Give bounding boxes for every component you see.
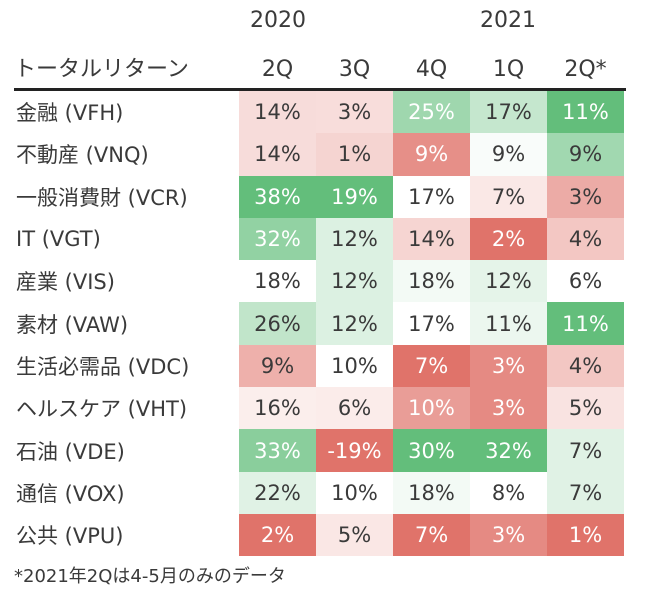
footnote: *2021年2Qは4-5月のみのデータ — [14, 566, 286, 587]
table-title: トータルリターン — [14, 57, 189, 82]
heatmap-cell: 17% — [393, 302, 470, 345]
table-header: トータルリターン 2Q 3Q 4Q 1Q 2Q* — [14, 52, 626, 88]
row-label: 石油 (VDE) — [16, 439, 125, 464]
column-header-2021-1q: 1Q — [492, 57, 525, 82]
heatmap-cell: 4% — [547, 217, 624, 261]
heatmap-cell: 16% — [239, 387, 316, 430]
row-label: ヘルスケア (VHT) — [16, 397, 188, 422]
heatmap-cell: 7% — [393, 344, 470, 388]
heatmap-cell: -19% — [316, 429, 393, 472]
heatmap-cell: 33% — [239, 429, 316, 472]
heatmap-cell: 3% — [316, 91, 393, 134]
heatmap-cell: 11% — [547, 302, 624, 345]
heatmap-cell: 3% — [547, 175, 624, 218]
heatmap-cell: 3% — [470, 344, 547, 388]
heatmap-cell: 30% — [393, 429, 470, 472]
row-label: 不動産 (VNQ) — [16, 143, 149, 168]
heatmap-cell: 12% — [316, 260, 393, 303]
heatmap-cell: 9% — [547, 133, 624, 176]
heatmap-cell: 1% — [547, 513, 624, 557]
table-row: 通信 (VOX) 22% 10% 18% 8% 7% — [14, 471, 624, 514]
table-row: IT (VGT) 32% 12% 14% 2% 4% — [14, 217, 624, 261]
row-label: 産業 (VIS) — [16, 270, 115, 295]
heatmap-cell: 17% — [393, 175, 470, 218]
row-label: 一般消費財 (VCR) — [16, 185, 188, 210]
column-header-2021-2q: 2Q* — [564, 57, 607, 82]
heatmap-cell: 26% — [239, 302, 316, 345]
heatmap-cell: 5% — [547, 387, 624, 430]
heatmap-cell: 7% — [470, 175, 547, 218]
row-label: 素材 (VAW) — [16, 312, 129, 337]
heatmap-cell: 18% — [393, 471, 470, 514]
table-row: 一般消費財 (VCR) 38% 19% 17% 7% 3% — [14, 175, 624, 218]
column-header-2020-3q: 3Q — [338, 57, 371, 82]
row-label: 金融 (VFH) — [16, 101, 124, 126]
heatmap-cell: 11% — [470, 302, 547, 345]
heatmap-cell: 10% — [393, 387, 470, 430]
year-label-2021: 2021 — [480, 8, 536, 33]
heatmap-cell: 19% — [316, 175, 393, 218]
heatmap-table: 金融 (VFH) 14% 3% 25% 17% 11% 不動産 (VNQ) 14% 1% 9% 9%… — [14, 91, 624, 557]
row-label: 生活必需品 (VDC) — [16, 354, 190, 379]
heatmap-cell: 4% — [547, 344, 624, 388]
heatmap-cell: 11% — [547, 91, 624, 134]
heatmap-cell: 10% — [316, 471, 393, 514]
heatmap-body: 金融 (VFH) 14% 3% 25% 17% 11% 不動産 (VNQ) 14% 1% 9% 9%… — [14, 91, 624, 557]
heatmap-cell: 6% — [316, 387, 393, 430]
table-row: 素材 (VAW) 26% 12% 17% 11% 11% — [14, 302, 624, 345]
heatmap-cell: 6% — [547, 260, 624, 303]
column-header-2020-4q: 4Q — [415, 57, 448, 82]
table-row: 生活必需品 (VDC) 9% 10% 7% 3% 4% — [14, 344, 624, 388]
heatmap-cell: 12% — [316, 302, 393, 345]
heatmap-cell: 9% — [393, 133, 470, 176]
heatmap-cell: 9% — [239, 344, 316, 388]
heatmap-cell: 2% — [239, 513, 316, 557]
heatmap-cell: 12% — [316, 217, 393, 261]
heatmap-cell: 5% — [316, 513, 393, 557]
heatmap-cell: 18% — [393, 260, 470, 303]
heatmap-cell: 10% — [316, 344, 393, 388]
table-row: 産業 (VIS) 18% 12% 18% 12% 6% — [14, 260, 624, 303]
table-row: ヘルスケア (VHT) 16% 6% 10% 3% 5% — [14, 387, 624, 430]
heatmap-cell: 7% — [547, 429, 624, 472]
heatmap-cell: 22% — [239, 471, 316, 514]
heatmap-cell: 14% — [239, 133, 316, 176]
heatmap-cell: 3% — [470, 513, 547, 557]
header-rule — [14, 88, 626, 91]
heatmap-cell: 8% — [470, 471, 547, 514]
table-row: 公共 (VPU) 2% 5% 7% 3% 1% — [14, 513, 624, 557]
table-row: 不動産 (VNQ) 14% 1% 9% 9% 9% — [14, 133, 624, 176]
row-label: IT (VGT) — [16, 227, 101, 252]
heatmap-cell: 7% — [547, 471, 624, 514]
heatmap-cell: 32% — [470, 429, 547, 472]
heatmap-cell: 25% — [393, 91, 470, 134]
year-label-2020: 2020 — [250, 8, 306, 33]
row-label: 通信 (VOX) — [16, 481, 125, 506]
heatmap-cell: 18% — [239, 260, 316, 303]
heatmap-cell: 14% — [239, 91, 316, 134]
heatmap-cell: 12% — [470, 260, 547, 303]
heatmap-cell: 14% — [393, 217, 470, 261]
heatmap-cell: 32% — [239, 217, 316, 261]
heatmap-cell: 17% — [470, 91, 547, 134]
table-row: 石油 (VDE) 33% -19% 30% 32% 7% — [14, 429, 624, 472]
row-label: 公共 (VPU) — [16, 524, 124, 549]
heatmap-cell: 1% — [316, 133, 393, 176]
heatmap-cell: 3% — [470, 387, 547, 430]
heatmap-cell: 9% — [470, 133, 547, 176]
column-header-2020-2q: 2Q — [261, 57, 294, 82]
table-row: 金融 (VFH) 14% 3% 25% 17% 11% — [14, 91, 624, 134]
heatmap-cell: 2% — [470, 217, 547, 261]
heatmap-cell: 38% — [239, 175, 316, 218]
heatmap-cell: 7% — [393, 513, 470, 557]
